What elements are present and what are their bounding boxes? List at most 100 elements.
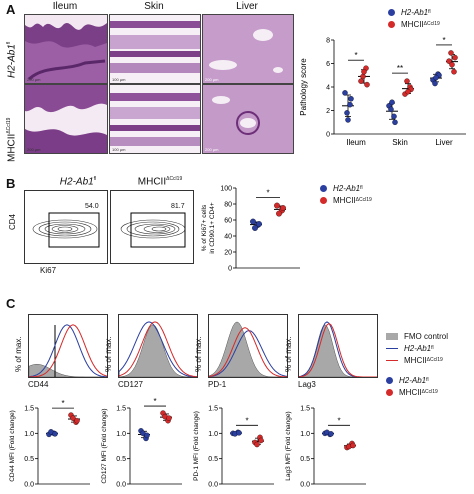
data-point — [274, 202, 280, 209]
x-tick-label: Liver — [435, 138, 453, 147]
y-tick-label: 1.5 — [116, 406, 126, 413]
histogram-fmo — [208, 321, 287, 378]
histology-liver-control: 200 µm — [202, 14, 294, 84]
legend-item-fmo: FMO control — [386, 330, 448, 342]
histogram-marker-label: Lag3 — [298, 380, 316, 389]
significance-label: * — [61, 399, 64, 408]
histology-skin-knockout: 100 µm — [109, 84, 201, 154]
histogram-marker-label: PD-1 — [208, 380, 227, 389]
legend-item-control: H2-Ab1 fl — [386, 374, 438, 386]
chart-pd1-mfi: 0.0 0.5 1.0 1.5 PD-1 MFI (Fold change) * — [193, 406, 274, 489]
legend-dot-plots: H2-Ab1 fl MHCII ΔCcl19 — [386, 374, 438, 398]
data-point — [404, 78, 410, 84]
histogram-knockout — [118, 321, 198, 378]
data-point — [389, 99, 395, 106]
data-point — [360, 73, 366, 80]
data-point — [254, 441, 260, 448]
data-point — [74, 417, 80, 424]
data-point — [451, 68, 457, 75]
scale-label: 200 µm — [27, 147, 41, 152]
data-point — [361, 68, 367, 75]
significance-label: * — [153, 398, 156, 406]
significance-label: * — [266, 189, 269, 198]
y-tick-label: 1.5 — [208, 406, 218, 413]
data-point — [347, 101, 353, 108]
y-tick-label: 6 — [326, 61, 330, 68]
legend-histograms: FMO control H2-Ab1 fl MHCII ΔCcl19 — [386, 330, 448, 366]
legend-item-knockout: MHCII ΔCcl19 — [388, 18, 440, 30]
data-point — [252, 225, 258, 231]
y-tick-label: 0.5 — [24, 456, 34, 463]
histogram-control — [208, 330, 288, 378]
histogram-plot — [298, 321, 377, 378]
gate-percent-control: 54.0 — [85, 203, 99, 210]
tissue-title-skin: Skin — [144, 1, 164, 12]
data-point — [236, 430, 242, 436]
data-point — [328, 431, 334, 437]
data-point — [449, 61, 455, 68]
y-tick-label: 1.0 — [300, 431, 310, 438]
histogram-control — [28, 324, 108, 378]
scale-label: 200 µm — [205, 147, 219, 152]
data-point — [364, 81, 370, 88]
y-tick-label: 1.5 — [24, 406, 34, 413]
histogram-ylabel: % of max. — [284, 336, 293, 372]
legend-panel-a: H2-Ab1 fl MHCII ΔCcl19 — [388, 6, 440, 30]
flow-title-control: H2-Ab1fl — [59, 176, 97, 188]
histogram-knockout — [208, 327, 288, 378]
legend-marker-blue — [386, 376, 393, 384]
y-axis-label: CD44 MFI (Fold change) — [9, 410, 16, 482]
legend-marker-blue — [320, 184, 327, 192]
data-point — [452, 54, 458, 61]
scale-label: 200 µm — [205, 77, 219, 82]
y-axis-label: CD127 MFI (Fold change) — [101, 408, 108, 483]
data-point — [70, 415, 76, 421]
y-tick-label: 2 — [326, 108, 330, 115]
x-tick-label: Skin — [392, 138, 408, 147]
legend-marker-red — [320, 196, 327, 204]
y-axis-label: in CD90.1+ CD4+ — [209, 202, 216, 254]
y-tick-label: 0.5 — [116, 456, 126, 463]
histogram-ylabel: % of max. — [14, 336, 23, 372]
legend-panel-b: H2-Ab1 fl MHCII ΔCcl19 — [320, 182, 372, 206]
flow-plot-knockout: 81.7 — [110, 190, 194, 264]
data-point — [256, 221, 262, 227]
significance-label: * — [354, 51, 357, 60]
scale-label: 200 µm — [27, 77, 41, 82]
gate-percent-knockout: 81.7 — [171, 203, 185, 210]
data-point — [433, 74, 439, 81]
data-point — [258, 437, 264, 444]
legend-marker-blue — [388, 8, 395, 16]
histogram-row: CD44 % of max. CD127 % of max. PD-1 % of max.… — [0, 300, 474, 400]
histogram-ylabel: % of max. — [194, 336, 203, 372]
data-point — [250, 218, 256, 225]
data-point — [388, 106, 394, 113]
histogram-plot — [28, 324, 108, 378]
flow-axis-ylabel: CD4 — [8, 213, 17, 230]
row-label-control: H2-Ab1fl — [6, 41, 18, 78]
y-tick-label: 0.0 — [300, 482, 310, 489]
flow-axis-xlabel: Ki67 — [40, 266, 57, 275]
histogram-knockout — [28, 324, 108, 378]
histogram-marker-label: CD127 — [118, 380, 143, 389]
chart-cd127-mfi: 0.0 0.5 1.0 1.5 CD127 MFI (Fold change) * — [101, 398, 182, 489]
histogram-ylabel: % of max. — [104, 336, 113, 372]
y-tick-label: 0 — [326, 132, 330, 139]
flow-title-knockout: MHCIIΔCcl19 — [137, 176, 183, 188]
chart-lag3-mfi: 0.0 0.5 1.0 1.5 Lag3 MFI (Fold change) * — [285, 406, 366, 489]
y-axis-label: Pathology score — [300, 58, 308, 116]
x-tick-label: Ileum — [346, 138, 366, 147]
data-point — [280, 205, 286, 211]
y-tick-label: 40 — [224, 234, 232, 241]
y-tick-label: 0.5 — [300, 456, 310, 463]
y-tick-label: 0.0 — [208, 482, 218, 489]
y-axis-label: Lag3 MFI (Fold change) — [285, 411, 292, 480]
data-point — [345, 117, 351, 123]
significance-label: * — [245, 416, 248, 425]
histogram-plot — [118, 321, 198, 378]
legend-item-control: H2-Ab1 fl — [388, 6, 440, 18]
panel-b-letter: B — [6, 176, 16, 191]
y-tick-label: 4 — [326, 85, 330, 92]
y-tick-label: 80 — [224, 202, 232, 209]
panel-a-letter: A — [6, 2, 16, 17]
